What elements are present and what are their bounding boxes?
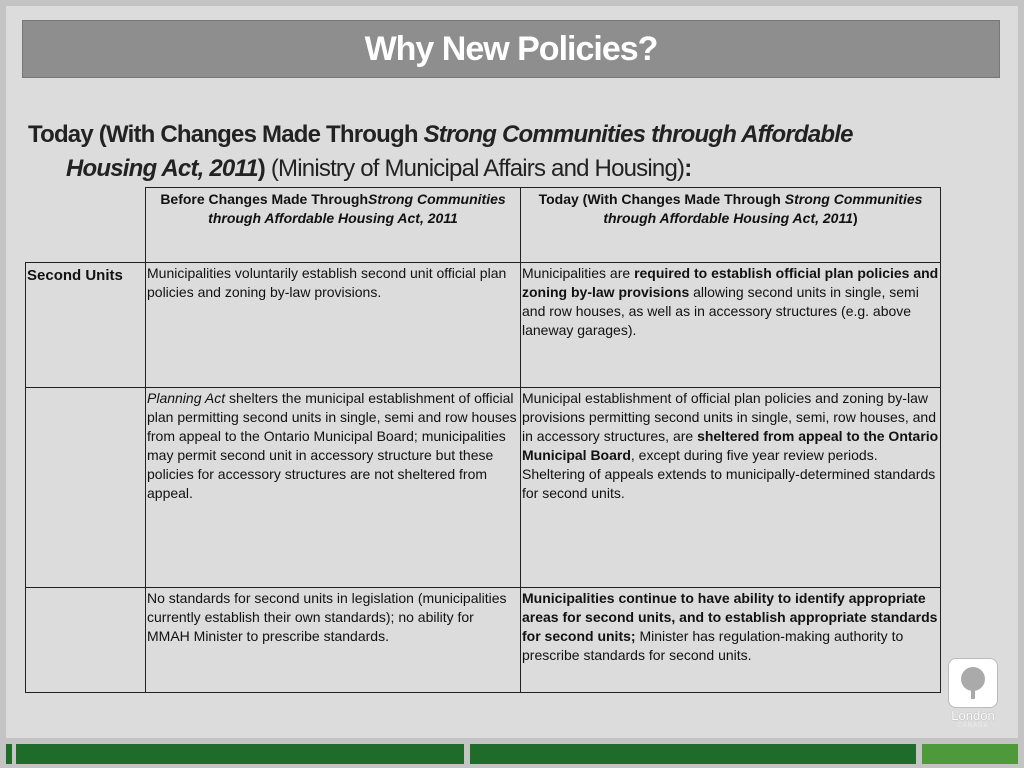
text-run: Planning Act — [147, 390, 226, 406]
logo-icon — [948, 658, 998, 708]
row-label — [25, 587, 146, 693]
table-row: Planning Act shelters the municipal esta… — [25, 387, 941, 588]
logo-country: CANADA — [957, 723, 989, 729]
table-cell: Municipalities are required to establish… — [520, 262, 941, 388]
text-run: Strong Communities through Affordable Ho… — [66, 121, 853, 182]
subtitle: Today (With Changes Made Through Strong … — [28, 118, 946, 186]
text-run: , except during five year review periods… — [522, 447, 936, 501]
footer-stripe — [6, 744, 12, 764]
text-run: Minister has regulation-making authority… — [522, 628, 904, 663]
text-run: Before Changes Made Through — [160, 191, 368, 207]
text-run: Today (With Changes Made Through — [28, 121, 424, 148]
text-run: Municipalities are — [522, 265, 635, 281]
text-run: sheltered from appeal to the Ontario Mun… — [522, 428, 939, 463]
text-run: Strong Communities through Affordable Ho… — [603, 191, 923, 226]
text-run: (Ministry of Municipal Affairs and Housi… — [265, 155, 685, 182]
text-run: Strong Communities through Affordable Ho… — [208, 191, 506, 226]
text-run: Municipalities continue to have ability … — [522, 590, 938, 644]
text-run: Municipal establishment of official plan… — [522, 390, 936, 444]
footer-stripe — [470, 744, 916, 764]
row-label: Second Units — [25, 262, 146, 388]
tree-icon — [961, 667, 985, 699]
corner-cell — [26, 188, 146, 263]
slide: Why New Policies? Today (With Changes Ma… — [6, 6, 1018, 738]
text-run: Today (With Changes Made Through — [538, 191, 785, 207]
text-run: : — [684, 155, 692, 182]
table-cell: Planning Act shelters the municipal esta… — [145, 387, 521, 588]
table-cell: Municipalities continue to have ability … — [520, 587, 941, 693]
text-run: ) — [853, 210, 858, 226]
comparison-table: Before Changes Made ThroughStrong Commun… — [25, 187, 941, 693]
logo-name: London — [951, 708, 995, 723]
footer-stripe — [922, 744, 1018, 764]
column-header: Today (With Changes Made Through Strong … — [520, 187, 941, 263]
table-cell: Municipal establishment of official plan… — [520, 387, 941, 588]
table-cell: Municipalities voluntarily establish sec… — [145, 262, 521, 388]
row-label — [25, 387, 146, 588]
table-row: No standards for second units in legisla… — [25, 587, 941, 693]
header-row: Before Changes Made ThroughStrong Commun… — [26, 187, 941, 263]
text-run: shelters the municipal establishment of … — [147, 390, 517, 501]
column-header: Before Changes Made ThroughStrong Commun… — [145, 187, 521, 263]
text-run: allowing second units in single, semi an… — [522, 284, 919, 338]
text-run: Municipalities voluntarily establish sec… — [147, 265, 507, 300]
table-cell: No standards for second units in legisla… — [145, 587, 521, 693]
footer-stripe — [16, 744, 464, 764]
text-run: required to establish official plan poli… — [522, 265, 939, 300]
text-run: ) — [257, 155, 266, 182]
table-row: Second Units Municipalities voluntarily e… — [25, 262, 941, 388]
slide-title: Why New Policies? — [22, 20, 1000, 78]
text-run: No standards for second units in legisla… — [147, 590, 507, 644]
